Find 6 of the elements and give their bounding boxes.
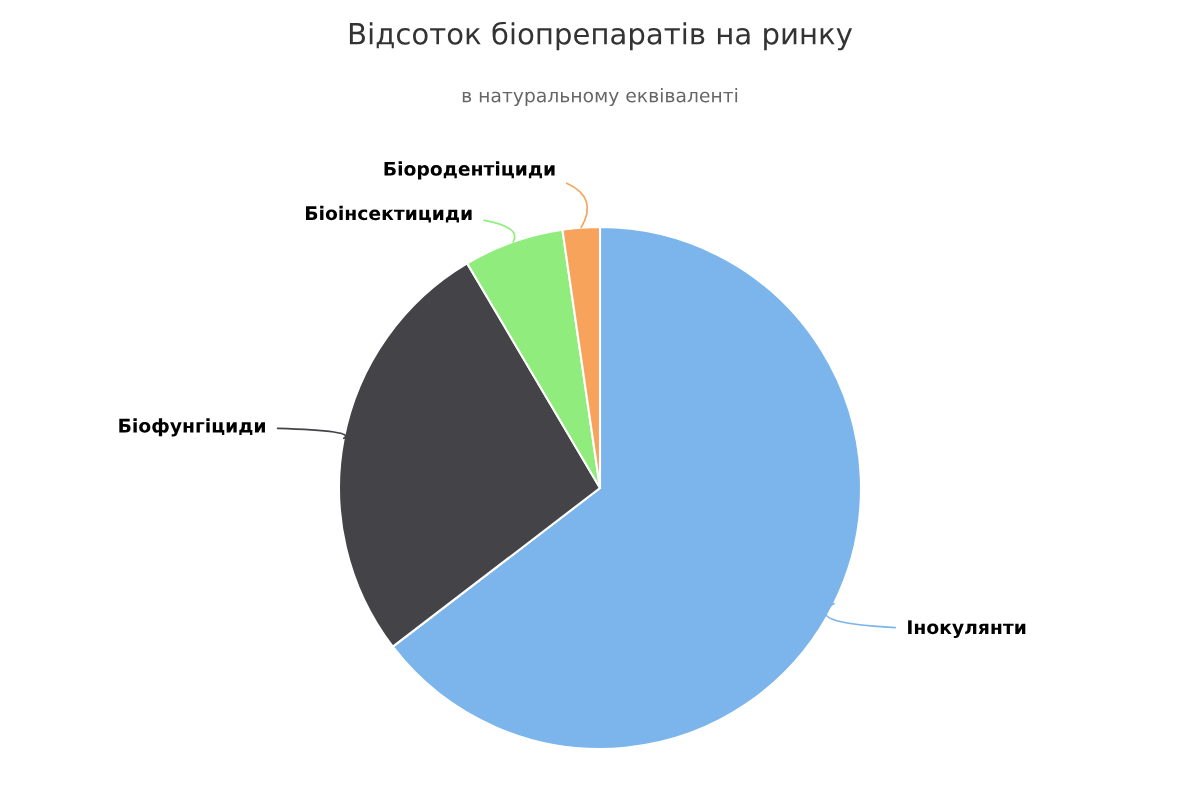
- slice-label: Інокулянти: [908, 620, 1026, 639]
- chart-subtitle: в натуральному еквіваленті: [462, 87, 738, 107]
- slice-label: Біородентіциди: [384, 161, 555, 180]
- slice-label: Біоінсектициди: [306, 205, 472, 223]
- chart-title: Відсоток біопрепаратів на ринку: [349, 21, 853, 51]
- slice-label: Біофунгіциди: [119, 418, 265, 437]
